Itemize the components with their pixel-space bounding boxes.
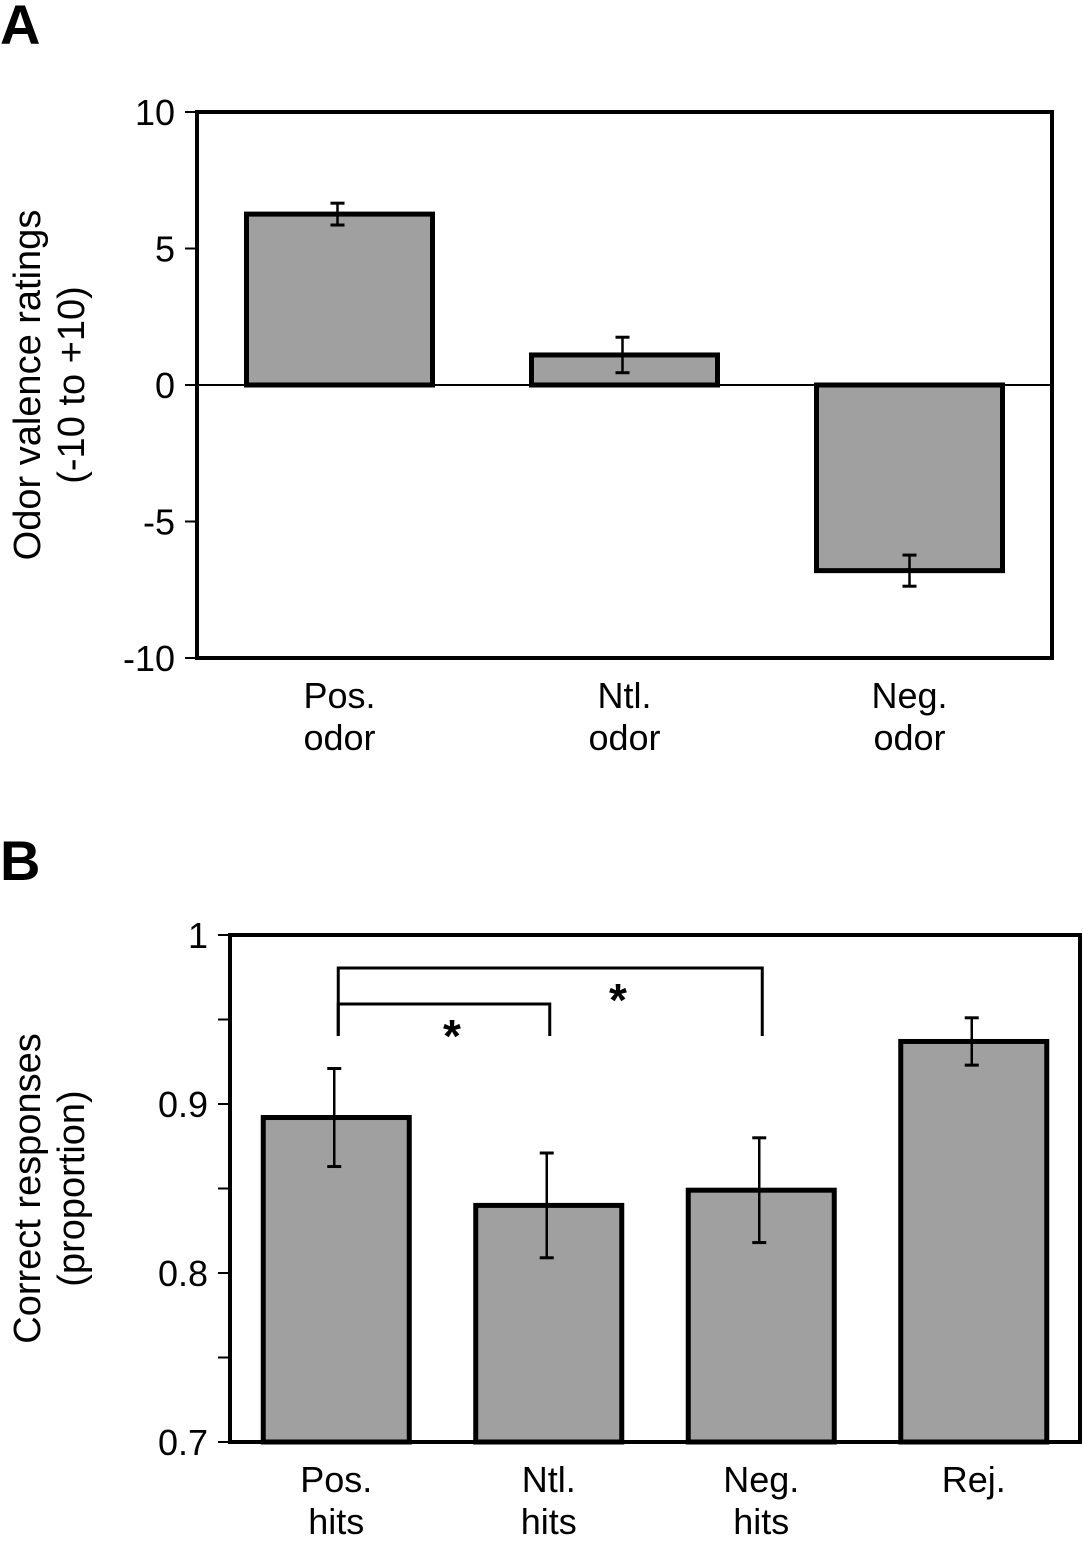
panel-label-b: B (0, 829, 40, 892)
bar (529, 352, 720, 388)
y-tick-label: 0.9 (158, 1084, 208, 1125)
y-tick-label: 1 (188, 915, 208, 956)
bar (473, 1202, 625, 1445)
y-axis-label: (-10 to +10) (51, 286, 93, 484)
x-tick-label: odor (303, 717, 375, 758)
panel-label-a: A (0, 0, 40, 56)
y-axis-label: Odor valence ratings (7, 210, 49, 561)
bar (814, 382, 1005, 574)
plot-frame (195, 110, 1054, 660)
x-tick-label: Pos. (300, 1459, 372, 1500)
chart-a: -10 -5 0 5 10 Odor valence ratings (-10 to +10… (7, 92, 1054, 758)
x-tick-label: hits (308, 1501, 364, 1542)
bar (898, 1038, 1050, 1445)
significance-star: * (443, 1010, 461, 1062)
bar (260, 1115, 412, 1445)
y-tick-label: 0 (155, 365, 175, 406)
x-tick-label: Neg. (723, 1459, 799, 1500)
x-tick-label: odor (873, 717, 945, 758)
plot-frame (228, 933, 1082, 1444)
y-tick-label: -10 (123, 638, 175, 679)
y-tick-label: 10 (135, 92, 175, 133)
bar (685, 1187, 837, 1445)
y-tick-label: -5 (143, 502, 175, 543)
x-tick-label: hits (521, 1501, 577, 1542)
x-tick-label: Rej. (942, 1459, 1006, 1500)
x-tick-label: hits (733, 1501, 789, 1542)
y-tick-label: 5 (155, 229, 175, 270)
x-tick-label: Neg. (871, 675, 947, 716)
y-axis-label: Correct responses (7, 1033, 49, 1343)
y-tick-label: 0.8 (158, 1253, 208, 1294)
x-tick-label: Ntl. (522, 1459, 576, 1500)
x-tick-label: odor (588, 717, 660, 758)
significance-star: * (609, 974, 627, 1026)
x-tick-label: Ntl. (598, 675, 652, 716)
y-axis-label: (proportion) (51, 1090, 93, 1286)
y-tick-label: 0.7 (158, 1422, 208, 1463)
bar (244, 211, 435, 388)
significance-bracket (336, 966, 764, 1036)
chart-b: 0.7 0.8 0.9 1 Correct responses (proportion) P… (7, 915, 1082, 1542)
x-tick-label: Pos. (303, 675, 375, 716)
